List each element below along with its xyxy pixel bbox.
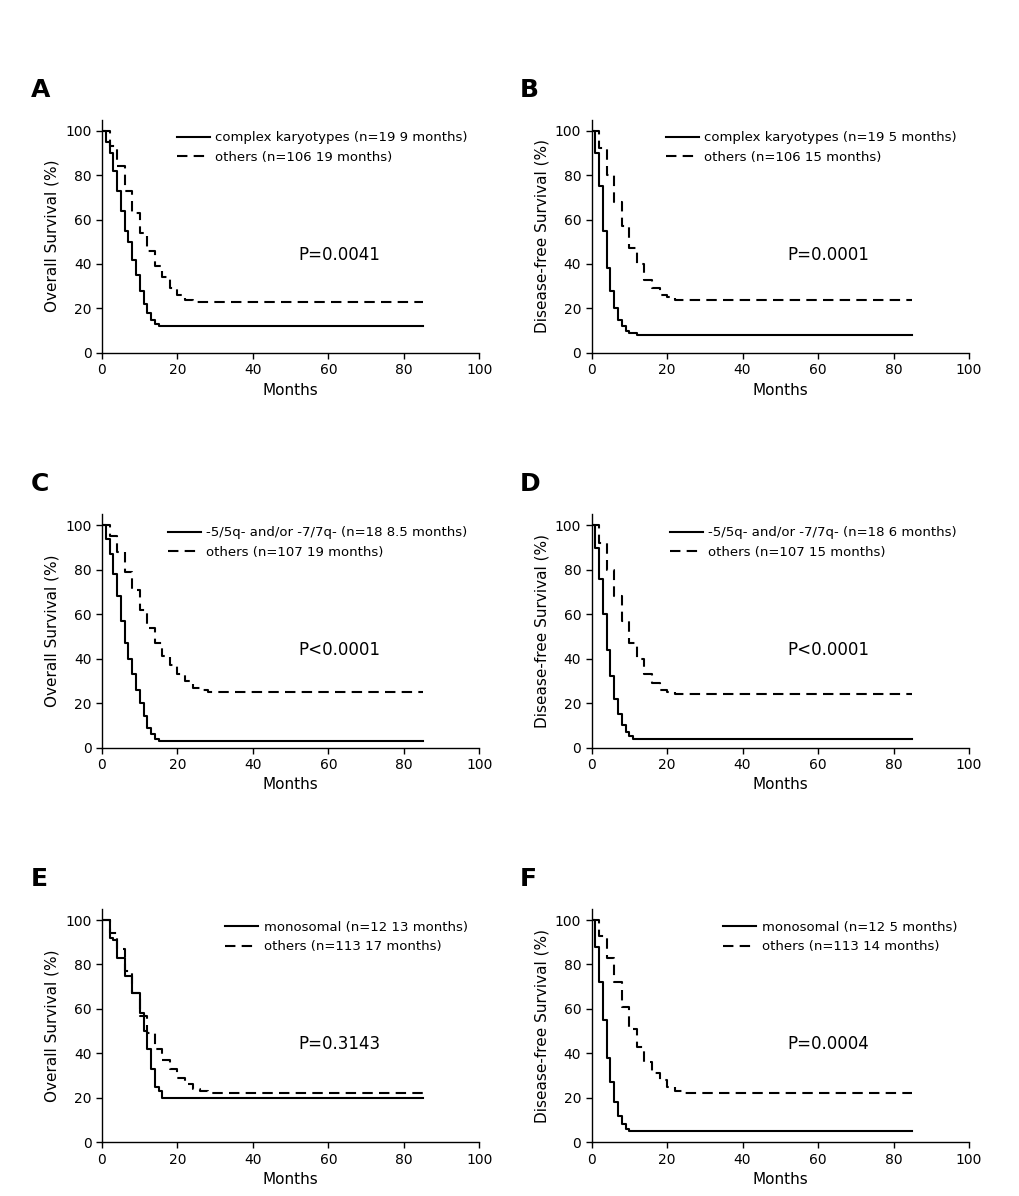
Text: F: F xyxy=(520,867,537,891)
X-axis label: Months: Months xyxy=(752,1172,807,1188)
Y-axis label: Overall Survival (%): Overall Survival (%) xyxy=(45,555,59,707)
X-axis label: Months: Months xyxy=(263,1172,318,1188)
Y-axis label: Disease-free Survival (%): Disease-free Survival (%) xyxy=(534,139,548,334)
Text: C: C xyxy=(31,472,49,496)
Y-axis label: Overall Survival (%): Overall Survival (%) xyxy=(45,950,59,1102)
Text: P=0.0004: P=0.0004 xyxy=(787,1036,869,1054)
Text: P<0.0001: P<0.0001 xyxy=(787,641,869,659)
X-axis label: Months: Months xyxy=(752,777,807,793)
Legend: -5/5q- and/or -7/7q- (n=18 8.5 months), others (n=107 19 months): -5/5q- and/or -7/7q- (n=18 8.5 months), … xyxy=(163,521,473,565)
X-axis label: Months: Months xyxy=(752,383,807,398)
Text: D: D xyxy=(520,472,540,496)
X-axis label: Months: Months xyxy=(263,383,318,398)
X-axis label: Months: Months xyxy=(263,777,318,793)
Legend: monosomal (n=12 5 months), others (n=113 14 months): monosomal (n=12 5 months), others (n=113… xyxy=(717,916,962,959)
Text: E: E xyxy=(31,867,48,891)
Legend: monosomal (n=12 13 months), others (n=113 17 months): monosomal (n=12 13 months), others (n=11… xyxy=(220,916,473,959)
Text: B: B xyxy=(520,78,539,102)
Text: P=0.0041: P=0.0041 xyxy=(298,246,380,264)
Text: P=0.0001: P=0.0001 xyxy=(787,246,869,264)
Text: A: A xyxy=(31,78,50,102)
Legend: complex karyotypes (n=19 9 months), others (n=106 19 months): complex karyotypes (n=19 9 months), othe… xyxy=(171,127,473,170)
Text: P=0.3143: P=0.3143 xyxy=(298,1036,380,1054)
Legend: complex karyotypes (n=19 5 months), others (n=106 15 months): complex karyotypes (n=19 5 months), othe… xyxy=(660,127,962,170)
Y-axis label: Disease-free Survival (%): Disease-free Survival (%) xyxy=(534,928,548,1123)
Text: P<0.0001: P<0.0001 xyxy=(298,641,380,659)
Y-axis label: Disease-free Survival (%): Disease-free Survival (%) xyxy=(534,533,548,728)
Y-axis label: Overall Survival (%): Overall Survival (%) xyxy=(45,160,59,312)
Legend: -5/5q- and/or -7/7q- (n=18 6 months), others (n=107 15 months): -5/5q- and/or -7/7q- (n=18 6 months), ot… xyxy=(664,521,962,565)
